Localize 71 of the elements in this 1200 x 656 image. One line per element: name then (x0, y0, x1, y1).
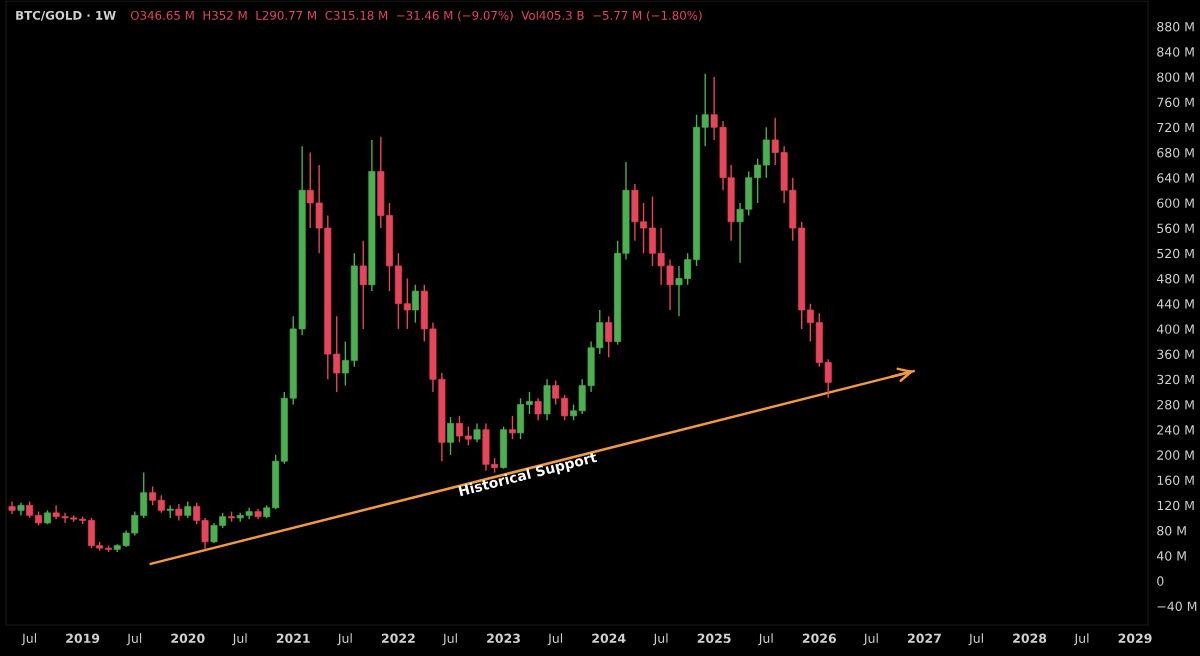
y-tick-label: −40 M (1157, 601, 1197, 612)
x-tick-label: 2019 (66, 633, 100, 644)
candlestick (754, 158, 762, 204)
y-tick-label: 640 M (1157, 173, 1194, 183)
y-tick-label: 320 M (1157, 374, 1194, 385)
annotation: −5.77 M (−1.80%) (593, 10, 702, 22)
candlestick (464, 425, 472, 447)
x-tick-label: Jul (21, 633, 36, 646)
y-tick-label: 520 M (1157, 248, 1194, 259)
x-tick-label: 2025 (697, 633, 731, 644)
x-tick-label: 2023 (487, 633, 520, 644)
y-tick-label: 560 M (1157, 223, 1194, 234)
x-tick-label: Jul (442, 633, 457, 646)
candlestick (447, 416, 454, 456)
y-tick-label: 360 M (1157, 349, 1194, 360)
candlestick (359, 240, 367, 330)
x-tick-label: 2024 (592, 633, 626, 644)
x-tick-label: Jul (232, 633, 247, 646)
x-tick-label: Jul (863, 633, 878, 646)
x-tick-label: Jul (968, 633, 983, 646)
y-tick-label: 200 M (1157, 450, 1194, 460)
annotation: L290.77 M (256, 10, 316, 20)
x-tick-label: 2027 (908, 633, 941, 644)
y-tick-label: 80 M (1157, 525, 1186, 536)
x-tick-label: Jul (547, 633, 563, 646)
annotation: H352 M (203, 10, 247, 20)
candlestick (341, 340, 349, 387)
candlestick (561, 394, 569, 421)
y-tick-label: 400 M (1156, 324, 1194, 334)
annotation: Vol405.3 B (521, 10, 584, 20)
y-tick-label: 160 M (1157, 475, 1194, 486)
candlestick (403, 277, 411, 330)
x-tick-label: Jul (337, 633, 352, 646)
y-tick-label: 840 M (1157, 47, 1194, 57)
x-tick-label: 2022 (381, 633, 415, 644)
x-tick-label: Jul (1073, 633, 1089, 646)
candlestick (534, 397, 542, 421)
text: BTC/GOLD · 1W (16, 10, 116, 21)
x-tick-label: Jul (126, 633, 142, 646)
y-tick-label: 240 M (1157, 425, 1194, 435)
candlestick (525, 391, 533, 415)
y-tick-label: 40 M (1156, 551, 1186, 561)
candlestick (411, 284, 419, 324)
candlestick (508, 415, 516, 440)
candlestick (552, 379, 560, 406)
y-tick-label: 720 M (1157, 122, 1194, 133)
x-tick-label: 2029 (1118, 633, 1152, 644)
candlestick (473, 422, 481, 443)
y-tick-label: 760 M (1157, 97, 1194, 108)
y-tick-label: 440 M (1156, 299, 1194, 309)
y-tick-label: 880 M (1157, 21, 1194, 32)
y-tick-label: 280 M (1157, 399, 1194, 410)
x-tick-label: 2028 (1013, 633, 1047, 644)
y-tick-label: 480 M (1156, 273, 1194, 284)
annotation: −31.46 M (−9.07%) (397, 10, 513, 22)
candlestick (149, 485, 157, 506)
x-tick-label: Jul (758, 633, 773, 646)
annotation: O346.65 M (130, 10, 194, 20)
y-tick-label: 800 M (1157, 72, 1194, 82)
y-tick-label: 600 M (1157, 198, 1194, 208)
y-tick-label: 120 M (1157, 500, 1194, 511)
x-tick-label: 2026 (802, 633, 837, 644)
y-tick-label: 0 (1157, 576, 1164, 586)
x-tick-label: 2020 (171, 633, 205, 644)
x-tick-label: Jul (652, 633, 668, 646)
candlestick (605, 315, 613, 358)
candlestick (455, 415, 463, 443)
y-tick-label: 680 M (1157, 147, 1194, 158)
annotation: C315.18 M (325, 10, 388, 20)
candlestick (806, 303, 814, 343)
x-tick-label: 2021 (276, 633, 310, 644)
